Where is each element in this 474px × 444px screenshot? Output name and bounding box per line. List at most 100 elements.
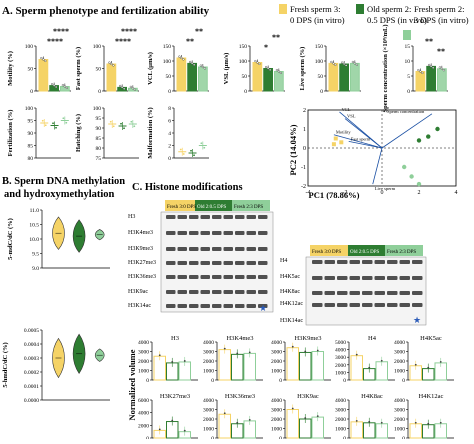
y-tick-label: 90 bbox=[96, 126, 102, 132]
panel-c-title: C. Histone modifications bbox=[132, 182, 243, 193]
data-point bbox=[421, 71, 424, 74]
blot-band bbox=[189, 261, 199, 265]
y-axis-label: Motility (%) bbox=[7, 51, 14, 86]
blot-label: H3 bbox=[128, 214, 135, 220]
sig-mark: **** bbox=[47, 37, 63, 46]
y-tick-label: 0 bbox=[320, 89, 323, 95]
data-point bbox=[129, 85, 132, 88]
blot-band bbox=[212, 290, 222, 294]
loading-vector bbox=[344, 118, 383, 149]
data-point bbox=[368, 420, 371, 423]
y-tick-label: 3000 bbox=[335, 408, 346, 414]
y-tick-label: 3000 bbox=[138, 350, 149, 356]
y-tick-label: 4000 bbox=[335, 398, 346, 404]
blot-band bbox=[235, 275, 245, 279]
blot-band bbox=[312, 260, 323, 264]
data-point bbox=[236, 421, 239, 424]
y-tick-label: 0 bbox=[168, 156, 171, 162]
y-tick-label: 2000 bbox=[394, 417, 405, 423]
blot-band bbox=[177, 231, 187, 235]
y-tick-label: 1000 bbox=[394, 369, 405, 375]
blot-label: H3K4me3 bbox=[128, 230, 153, 236]
data-point bbox=[432, 66, 435, 69]
violin-chart: 0.0005 0.0004 0.0003 0.0002 0.0001 0.0000 5-hm… bbox=[2, 328, 110, 404]
blot-header-fresh2 bbox=[232, 200, 270, 211]
y-tick-label: 0 bbox=[407, 89, 410, 95]
data-point bbox=[121, 86, 124, 89]
y-tick-label: 4 bbox=[168, 131, 171, 137]
blot-header-old2-right bbox=[348, 245, 385, 256]
blot-band bbox=[177, 304, 187, 308]
data-point bbox=[223, 412, 226, 415]
data-point bbox=[334, 63, 337, 66]
blot-band bbox=[312, 276, 323, 280]
sig-mark: **** bbox=[115, 37, 131, 46]
bar bbox=[426, 65, 436, 92]
legend-swatch-fresh3 bbox=[279, 4, 287, 14]
data-point bbox=[430, 65, 433, 68]
data-point bbox=[332, 62, 335, 65]
y-tick-label: 0 bbox=[168, 89, 171, 95]
data-point bbox=[203, 146, 206, 149]
data-point bbox=[304, 350, 307, 353]
y-tick-label: 90 bbox=[28, 131, 34, 137]
y-tick-label: 2000 bbox=[138, 423, 149, 429]
blot-band bbox=[258, 247, 268, 251]
data-point bbox=[51, 83, 54, 86]
data-point bbox=[55, 126, 57, 129]
blot-band bbox=[258, 261, 268, 265]
blot-header-fresh3-right bbox=[310, 245, 348, 256]
blot-band bbox=[189, 275, 199, 279]
data-point bbox=[316, 415, 319, 417]
y-tick-label: 1000 bbox=[335, 370, 346, 376]
data-point bbox=[419, 70, 422, 73]
y-tick-label: 150 bbox=[163, 44, 172, 50]
blot-band bbox=[189, 290, 199, 294]
y-tick-label: 0 bbox=[343, 378, 346, 384]
y-axis-label: Hatching (%) bbox=[75, 114, 82, 152]
y-tick-label: 2000 bbox=[203, 359, 214, 365]
data-point bbox=[55, 85, 58, 89]
blot-left-bands bbox=[166, 215, 268, 308]
blot-band bbox=[387, 303, 398, 307]
x-tick-label: -2 bbox=[343, 190, 348, 196]
data-point bbox=[199, 64, 202, 67]
y-tick-label: 0 bbox=[211, 378, 214, 384]
data-point bbox=[353, 62, 356, 65]
data-point bbox=[183, 360, 186, 362]
blot-band bbox=[223, 290, 233, 294]
blot-label: H4 bbox=[280, 258, 287, 264]
data-point bbox=[158, 428, 161, 431]
legend-swatch-fresh2 bbox=[403, 30, 411, 40]
loading-vector bbox=[333, 134, 383, 149]
blot-band bbox=[362, 276, 373, 280]
y-tick-label: 1000 bbox=[203, 369, 214, 375]
loading-vector bbox=[348, 140, 383, 149]
blot-band bbox=[399, 303, 410, 307]
blot-band bbox=[166, 261, 176, 265]
blot-band bbox=[258, 290, 268, 294]
y-tick-label: 1000 bbox=[394, 427, 405, 433]
blot-band bbox=[246, 231, 256, 235]
blot-band bbox=[324, 260, 335, 264]
data-point bbox=[439, 421, 442, 424]
data-point bbox=[200, 142, 203, 145]
blot-header-label: Old 2:0.5 DPS bbox=[197, 205, 227, 210]
blot-band bbox=[324, 291, 335, 295]
y-axis-label: Sperm concentration (×10⁸/mL) bbox=[382, 25, 389, 113]
blot-band bbox=[212, 261, 222, 265]
y-tick-label: 2 bbox=[168, 144, 171, 150]
x-tick-label: 0 bbox=[381, 190, 384, 196]
blot-label: H4K12ac bbox=[280, 301, 303, 307]
data-point bbox=[236, 352, 239, 355]
y-tick-label: 15 bbox=[405, 44, 411, 50]
blot-band bbox=[189, 231, 199, 235]
y-tick-label: 50 bbox=[318, 74, 324, 80]
y-tick-label: 100 bbox=[25, 44, 34, 50]
y-tick-label: 150 bbox=[315, 44, 324, 50]
bar-chart: 150 100 50 0 Live sperm (%) bbox=[299, 44, 361, 95]
data-point bbox=[112, 64, 115, 67]
